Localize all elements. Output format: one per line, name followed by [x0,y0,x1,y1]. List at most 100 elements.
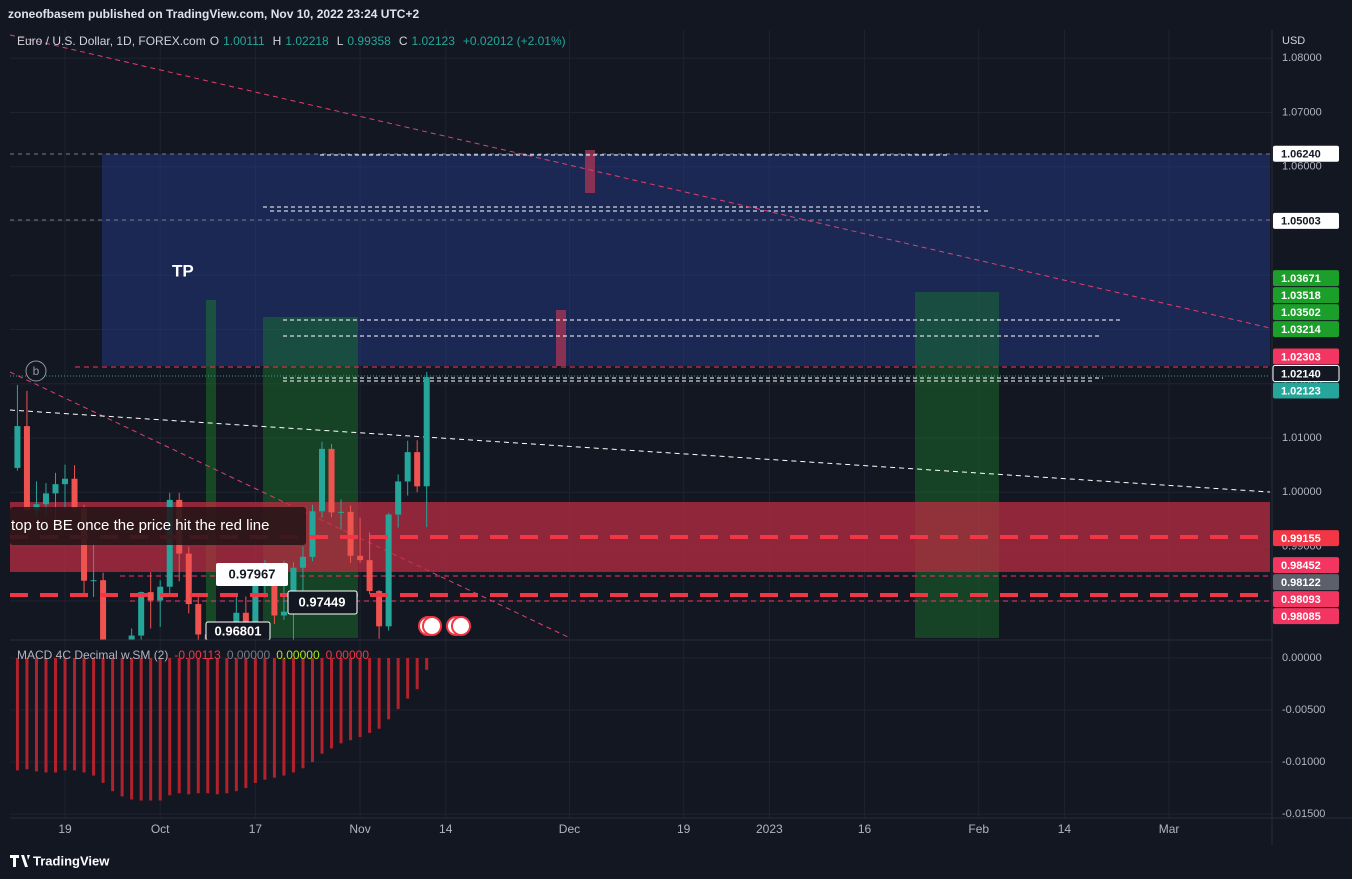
tp-zone [102,154,1270,366]
histogram-bar [34,657,38,772]
histogram-bar [310,657,314,763]
price-tag-label: 0.98122 [1281,577,1321,589]
y-tick-label: 0.00000 [1282,652,1322,664]
change: +0.02012 (+2.01%) [462,34,566,48]
y-tick-label: 1.00000 [1282,486,1322,498]
histogram-bar [244,657,248,789]
indicator-value: 0.00000 [226,648,271,662]
symbol-title: Euro / U.S. Dollar, 1D, FOREX.com [17,34,206,48]
ohlc-key: O [209,34,220,48]
x-tick-label: Oct [151,822,170,836]
x-tick-label: Feb [968,822,989,836]
price-tag-label: 0.98093 [1281,594,1321,606]
price-tag-label: 1.03502 [1281,307,1321,319]
tp-label: TP [172,261,194,280]
symbol-legend: Euro / U.S. Dollar, 1D, FOREX.com O 1.0011… [17,34,566,48]
candle-body [147,592,154,601]
price-tag [1273,557,1339,574]
histogram-bar [111,657,115,792]
x-tick-label: Mar [1159,822,1180,836]
indicator-value: -0.00113 [174,648,221,662]
dashed-levels [263,154,1123,382]
histogram-bar [215,657,219,795]
x-tick-label: 14 [439,822,453,836]
histogram-bar [196,657,200,794]
histogram-bar [187,657,191,795]
candle-body [423,377,430,487]
histogram-bar [120,657,124,797]
x-tick-label: 14 [1058,822,1072,836]
price-tag-label: 1.02303 [1281,351,1321,363]
candle-body [100,580,107,640]
histogram-bar [291,657,295,773]
price-tag [1273,574,1339,591]
candles [14,371,430,640]
candle-body [414,452,421,487]
y-tick-label: 1.07000 [1282,106,1322,118]
brand: TradingView [33,853,110,868]
ohlc-value: 1.00111 [223,34,265,48]
axes: 0.980000.990001.000001.010001.020001.030… [58,52,1340,836]
y-tick-label: -0.00500 [1282,704,1325,716]
histogram-bar [177,657,181,794]
x-tick-label: Nov [349,822,370,836]
price-note [216,563,288,586]
histogram-bar [272,657,276,778]
histogram-bar [368,657,372,733]
histogram-bar [73,657,77,771]
candle-body [62,478,69,485]
x-tick-label: Dec [559,822,580,836]
note-text: top to BE once the price hit the red lin… [11,517,270,534]
price-note-text: 0.97967 [229,566,276,581]
histogram-bar [415,657,419,690]
price-tag [1273,321,1339,338]
histogram-bar [263,657,267,780]
candle-body [280,611,287,616]
event-icons[interactable] [418,616,471,636]
x-tick-label: 17 [249,822,263,836]
histogram-bar [44,657,48,773]
long-zone [206,300,216,638]
long-zone [915,292,999,638]
candle-body [395,481,402,515]
logo [10,855,30,867]
price-tag-label: 1.06240 [1281,149,1321,161]
candle-body [252,580,259,640]
candle-body [271,570,278,616]
histogram-bar [15,657,19,771]
candle-body [376,591,383,627]
note-box [10,507,306,545]
histogram-bar [387,657,391,720]
bookmark-icon[interactable] [25,360,47,382]
price-tag [1273,348,1339,365]
ohlc-value: 1.02218 [285,34,329,48]
candle-body [90,580,97,582]
histogram-bar [396,657,400,709]
histogram-bar [234,657,238,792]
price-note [287,590,358,615]
price-tag [1272,365,1340,383]
indicator-value: 0.00000 [276,648,320,662]
price-tag [1273,608,1339,625]
trend-line [10,409,1271,493]
histogram-bar [330,657,334,749]
price-tag-label: 0.98085 [1281,611,1321,623]
overlays: TP top to BE once the price hit the red … [10,261,1270,641]
price-tag [1273,530,1339,547]
x-tick-label: 19 [677,822,691,836]
x-tick-label: 19 [58,822,72,836]
indicator-title: MACD 4C Decimal w.SM (2) [17,648,169,662]
indicator-value: 0.00000 [325,648,370,662]
histogram-bar [206,657,210,794]
candle-body [42,493,49,505]
bookmark-glyph: b [33,364,40,378]
histogram-bar [92,657,96,776]
histogram-bar [53,657,57,773]
indicator-legend: MACD 4C Decimal w.SM (2) -0.00113 0.00000 0… [17,648,369,662]
histogram-bar [406,657,410,699]
y-tick-label: 1.06000 [1282,161,1322,173]
histogram-bar [225,657,229,794]
price-tag-label: 1.03518 [1281,290,1321,302]
candle-body [309,511,316,557]
